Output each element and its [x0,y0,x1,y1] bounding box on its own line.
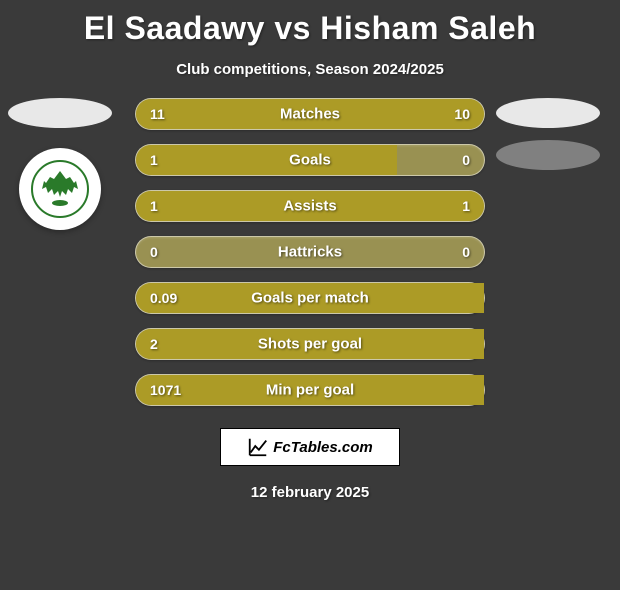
subtitle: Club competitions, Season 2024/2025 [0,61,620,78]
stat-value-left: 2 [150,336,158,352]
stat-label: Hattricks [278,244,342,261]
player-oval-right-1 [496,98,600,128]
page-title: El Saadawy vs Hisham Saleh [0,10,620,47]
stat-value-left: 0.09 [150,290,177,306]
stat-value-right: 1 [462,198,470,214]
left-player-badges [8,98,112,230]
stat-label: Goals [289,152,331,169]
stat-row: 0.09 Goals per match [135,282,485,314]
stat-label: Goals per match [251,290,369,307]
stat-row: 0 Hattricks 0 [135,236,485,268]
chart-icon [247,436,269,458]
eagle-crest-icon [30,159,90,219]
comparison-panel: 11Matches101Goals01Assists10Hattricks00.… [0,98,620,406]
source-label: FcTables.com [273,439,372,456]
player-oval-left [8,98,112,128]
stat-value-right: 10 [454,106,470,122]
stat-value-right: 0 [462,152,470,168]
stat-label: Assists [283,198,336,215]
right-player-badges [496,98,600,170]
stat-value-left: 11 [150,106,165,122]
stat-row: 11 Matches 10 [135,98,485,130]
stat-row: 1071 Min per goal [135,374,485,406]
stats-list: 11Matches101Goals01Assists10Hattricks00.… [135,98,485,406]
stat-value-left: 1 [150,152,158,168]
stat-label: Shots per goal [258,336,362,353]
stat-row: 1 Assists 1 [135,190,485,222]
source-badge: FcTables.com [220,428,400,466]
stat-row: 2 Shots per goal [135,328,485,360]
player-oval-right-2 [496,140,600,170]
stat-value-left: 1 [150,198,158,214]
date-label: 12 february 2025 [0,484,620,501]
stat-row: 1 Goals 0 [135,144,485,176]
stat-value-left: 0 [150,244,158,260]
stat-value-right: 0 [462,244,470,260]
bar-left [136,145,397,175]
stat-label: Min per goal [266,382,354,399]
stat-label: Matches [280,106,340,123]
stat-value-left: 1071 [150,382,181,398]
club-badge-left [19,148,101,230]
